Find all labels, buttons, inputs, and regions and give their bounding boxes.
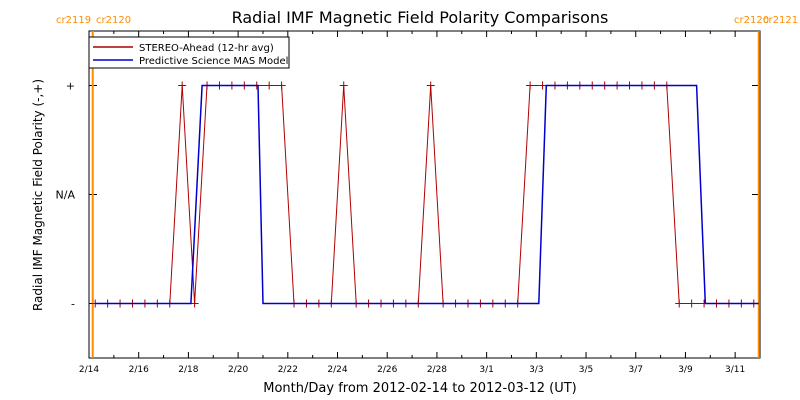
x-axis-label: Month/Day from 2012-02-14 to 2012-03-12 … [263, 381, 576, 396]
stereo-point-15 [277, 81, 286, 90]
stereo-point-48 [687, 299, 696, 308]
x-tick-label-6: 2/26 [377, 365, 397, 375]
x-tick-label-0: 2/14 [79, 365, 99, 375]
rotation-label-left-2: cr2120 [96, 15, 131, 26]
rotation-label-right-1: cr2120 [734, 15, 769, 26]
stereo-point-35 [526, 81, 535, 90]
x-tick-label-11: 3/7 [628, 365, 642, 375]
x-tick-label-3: 2/20 [228, 365, 248, 375]
stereo-point-27 [426, 81, 435, 90]
mas-model-series [95, 84, 759, 305]
x-tick-label-2: 2/18 [178, 365, 198, 375]
mas-line [95, 84, 759, 305]
rotation-label-left-1: cr2119 [56, 15, 91, 26]
y-axis: + N/A - [56, 80, 760, 311]
y-tick-label-2: - [71, 298, 75, 311]
x-tick-label-8: 3/1 [479, 365, 493, 375]
chart-title: Radial IMF Magnetic Field Polarity Compa… [232, 8, 609, 27]
stereo-point-47 [675, 299, 684, 308]
x-tick-label-12: 3/9 [678, 365, 693, 375]
x-tick-label-4: 2/22 [278, 365, 298, 375]
stereo-point-36 [538, 81, 547, 90]
x-axis: 2/14 2/16 2/18 2/20 2/22 2/24 2/26 2/28 3/1 3/3 3/… [79, 31, 745, 375]
x-tick-label-7: 2/28 [427, 365, 447, 375]
stereo-point-8 [190, 299, 199, 308]
x-tick-label-13: 3/11 [725, 365, 745, 375]
y-tick-label-1: N/A [56, 189, 76, 202]
stereo-ahead-series [91, 81, 758, 308]
legend-label-mas: Predictive Science MAS Model [139, 56, 288, 67]
y-tick-label-0: + [66, 80, 75, 93]
stereo-point-20 [339, 81, 348, 90]
stereo-point-14 [265, 81, 274, 90]
rotation-label-right-2: cr2121 [763, 15, 798, 26]
x-tick-label-10: 3/5 [579, 365, 593, 375]
y-axis-label: Radial IMF Magnetic Field Polarity (-,+) [31, 79, 45, 311]
legend-box [88, 36, 290, 69]
stereo-line [95, 85, 754, 304]
x-tick-label-9: 3/3 [529, 365, 543, 375]
legend-label-stereo: STEREO-Ahead (12-hr avg) [139, 43, 274, 54]
x-tick-label-5: 2/24 [327, 365, 347, 375]
legend: STEREO-Ahead (12-hr avg) Predictive Scie… [88, 36, 290, 69]
rotation-markers [91, 31, 760, 358]
stereo-point-7 [178, 81, 187, 90]
x-tick-label-1: 2/16 [129, 365, 149, 375]
